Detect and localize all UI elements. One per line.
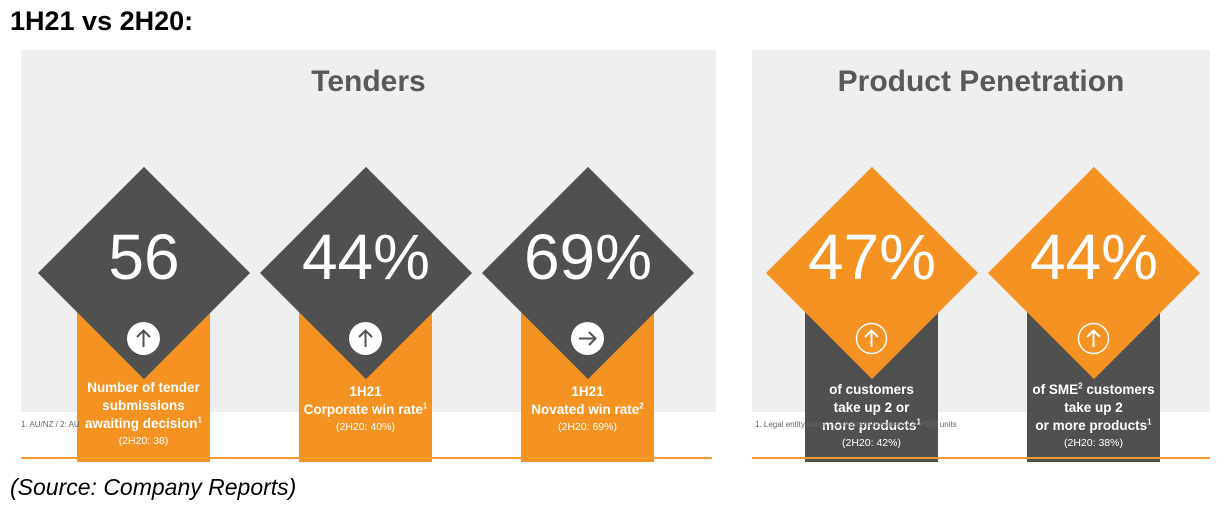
tenders-footnote: 1. AU/NZ / 2: AU <box>21 420 80 429</box>
tenders-title: Tenders <box>311 65 426 98</box>
right-arrow-icon <box>571 322 604 355</box>
penetration-divider <box>752 457 1210 459</box>
tile-value: 44% <box>1029 221 1159 293</box>
tile-prior-value: (2H20: 69%) <box>558 421 617 433</box>
sme-multi-product-tile: 44% of SME2 customers take up 2 or more … <box>987 166 1201 462</box>
novated-win-rate-tile: 69% 1H21 Novated win rate2 (2H20: 69%) <box>481 166 695 462</box>
page-title: 1H21 vs 2H20: <box>10 6 194 36</box>
tender-submissions-tile: 56 Number of tender submissions awaiting… <box>37 166 251 462</box>
tile-caption: 1H21 Novated win rate2 (2H20: 69%) <box>521 383 654 435</box>
tile-prior-value: (2H20: 38) <box>118 435 169 447</box>
up-arrow-icon <box>127 322 160 355</box>
penetration-footnote: 1. Legal entity basis – Corporate busine… <box>755 420 957 429</box>
penetration-panel: Product Penetration 47% of customers tak… <box>752 50 1210 462</box>
tenders-panel: Tenders 56 Number of tender submissions … <box>21 50 716 462</box>
up-arrow-icon <box>855 322 888 355</box>
source-note: (Source: Company Reports) <box>10 474 297 500</box>
tile-value: 44% <box>301 221 431 293</box>
tile-prior-value: (2H20: 42%) <box>842 437 901 449</box>
tile-caption: of customers take up 2 or more products1… <box>805 381 938 451</box>
tile-prior-value: (2H20: 40%) <box>336 421 395 433</box>
corporate-win-rate-tile: 44% 1H21 Corporate win rate1 (2H20: 40%) <box>259 166 473 462</box>
tile-caption: of SME2 customers take up 2 or more prod… <box>1027 381 1160 451</box>
up-arrow-icon <box>1077 322 1110 355</box>
tile-prior-value: (2H20: 38%) <box>1064 437 1123 449</box>
up-arrow-icon <box>349 322 382 355</box>
tile-value: 56 <box>108 221 180 293</box>
tile-value: 47% <box>807 221 937 293</box>
tenders-divider <box>21 457 712 459</box>
tile-caption: 1H21 Corporate win rate1 (2H20: 40%) <box>299 383 432 435</box>
customers-multi-product-tile: 47% of customers take up 2 or more produ… <box>765 166 979 462</box>
tile-value: 69% <box>523 221 653 293</box>
tile-caption: Number of tender submissions awaiting de… <box>77 379 210 449</box>
penetration-title: Product Penetration <box>837 65 1125 98</box>
